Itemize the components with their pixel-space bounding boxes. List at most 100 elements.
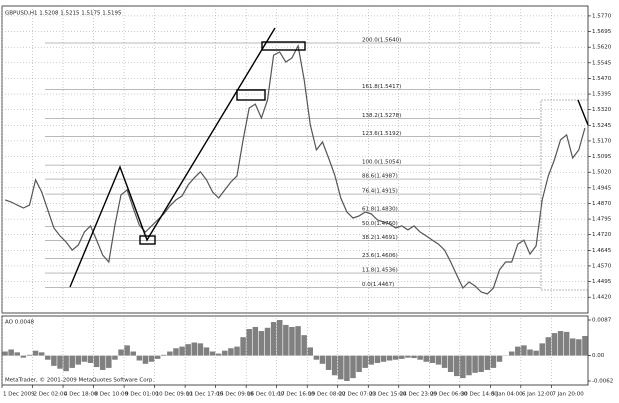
indicator-title: AO 0.0048 (5, 320, 34, 326)
ao-bar (423, 355, 429, 362)
ao-bar (45, 355, 51, 360)
ao-bar (14, 352, 21, 356)
ao-bar (8, 349, 14, 356)
ao-bar (533, 350, 539, 356)
ao-bar (203, 347, 210, 356)
box (139, 235, 156, 245)
fib-label: 200.0(1.5640) (362, 38, 401, 44)
ao-bar (197, 343, 204, 356)
x-tick-label: 5 Jan 04:00 (491, 392, 523, 398)
ao-bar (154, 355, 161, 359)
chart-title: GBPUSD,H1 1.5208 1.5215 1.5175 1.5195 (5, 11, 122, 17)
fib-label: 61.8(1.4830) (362, 206, 398, 212)
ao-bar (215, 353, 222, 356)
fib-label: 0.0(1.4467) (362, 282, 394, 288)
ao-bar (527, 349, 533, 356)
ao-bar (252, 326, 259, 356)
y-tick-label: 1.4495 (592, 279, 612, 285)
fib-label: 161.8(1.5417) (362, 84, 401, 90)
y-tick-label: 1.4570 (592, 263, 612, 269)
y-tick-label: 1.5395 (592, 92, 612, 98)
ao-bar (386, 355, 393, 361)
ao-bar (576, 339, 582, 356)
y-tick-label: 1.5470 (592, 76, 612, 82)
ao-bar (270, 322, 277, 356)
y-tick-label: 1.5620 (592, 45, 612, 51)
ao-bar (563, 331, 570, 356)
x-tick-label: 1 Dec 2009 (3, 392, 35, 398)
x-tick-label: 23 Dec 15:00 (369, 392, 406, 398)
ao-bar (417, 355, 423, 360)
y-tick-label: 1.5545 (592, 60, 612, 66)
ao-bar (276, 320, 283, 356)
ao-bar (478, 355, 484, 372)
ao-bar (569, 338, 576, 356)
price-line (4, 44, 586, 295)
ao-bar (301, 335, 307, 356)
y-tick-label: 0.00 (592, 353, 605, 359)
ao-bar (57, 355, 63, 369)
ao-bar (435, 355, 442, 365)
x-tick-label: 15 Dec 09:00 (217, 392, 254, 398)
ao-bar (441, 355, 448, 368)
ao-bar (69, 355, 75, 368)
ao-bar (191, 342, 198, 356)
ao-bar (368, 355, 375, 365)
ao-bar (411, 355, 417, 359)
y-tick-label: 1.5020 (592, 170, 612, 176)
ao-bar (51, 355, 57, 366)
x-tick-label: 30 Dec 14:00 (461, 392, 498, 398)
ao-bar (350, 355, 356, 379)
y-tick-label: 1.5170 (592, 138, 612, 144)
y-tick-label: 1.4645 (592, 248, 612, 254)
ao-bar (222, 350, 228, 356)
y-tick-label: 1.5320 (592, 107, 612, 113)
ao-bar (99, 355, 106, 370)
ao-bar (521, 345, 527, 356)
ao-bar (356, 355, 362, 372)
ao-bar (148, 355, 155, 362)
ao-bar (26, 354, 33, 356)
x-tick-label: 2 Dec 02:00 (34, 392, 68, 398)
ao-bar (167, 351, 173, 356)
ao-bar (429, 355, 436, 363)
ao-bar (454, 355, 460, 377)
y-tick-label: 1.4870 (592, 201, 612, 207)
ao-bar (447, 355, 454, 372)
ao-bar (234, 346, 240, 356)
ao-bar (508, 351, 515, 356)
x-tick-label: 22 Dec 07:00 (339, 392, 376, 398)
trend-line (577, 99, 589, 126)
ao-bar (362, 355, 368, 368)
ao-bar (319, 355, 326, 364)
ao-bar (136, 355, 143, 361)
ao-bar (325, 355, 332, 370)
ao-bar (228, 348, 234, 356)
ao-bar (374, 355, 381, 363)
fib-label: 23.6(1.4606) (362, 253, 398, 259)
x-tick-label: 10 Dec 09:00 (156, 392, 193, 398)
ao-bar (515, 346, 521, 356)
ao-bar (246, 329, 252, 356)
ao-bar (240, 337, 246, 356)
x-tick-label: 29 Dec 06:00 (430, 392, 467, 398)
ao-bar (460, 355, 466, 379)
ao-bar (539, 343, 545, 356)
ao-bar (87, 355, 94, 363)
ao-bar (130, 351, 136, 356)
x-tick-label: 7 Jan 20:00 (552, 392, 584, 398)
ao-bar (289, 326, 295, 356)
fib-label: 38.2(1.4691) (362, 235, 398, 241)
x-tick-label: 19 Dec 08:00 (308, 392, 345, 398)
fib-label: 11.8(1.4536) (362, 268, 398, 274)
ao-bar (551, 333, 558, 356)
ao-bar (75, 355, 82, 365)
ao-bar (142, 355, 149, 364)
ao-bar (295, 326, 301, 356)
ao-bar (93, 355, 100, 368)
y-tick-label: 1.4945 (592, 185, 612, 191)
fib-label: 50.0(1.4760) (362, 221, 398, 227)
ao-bar (179, 346, 185, 356)
x-tick-label: 11 Dec 17:00 (186, 392, 223, 398)
ao-bar (258, 331, 265, 356)
